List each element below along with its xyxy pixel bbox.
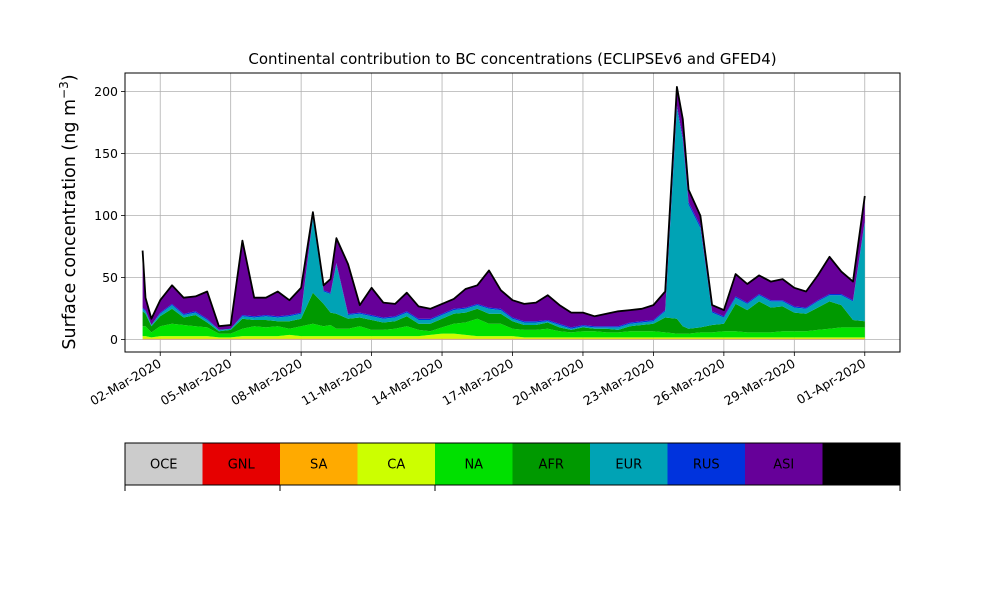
legend-frame	[124, 442, 901, 486]
x-tick-label: 29-Mar-2020	[721, 356, 797, 409]
x-tick-label: 20-Mar-2020	[510, 356, 586, 409]
x-tick-label: 17-Mar-2020	[440, 356, 516, 409]
legend-swatch-gnl	[202, 443, 280, 485]
x-tick-label: 14-Mar-2020	[369, 356, 445, 409]
legend-colorbar: OCE GNL SA CA NA AFR EUR RUS ASI AUS	[124, 442, 901, 491]
x-tick-label: 23-Mar-2020	[581, 356, 657, 409]
x-tick-label: 02-Mar-2020	[87, 356, 163, 409]
x-tick-label: 01-Apr-2020	[794, 356, 868, 408]
x-tick-label: 05-Mar-2020	[158, 356, 234, 409]
area-series-na	[142, 318, 865, 338]
stacked-area-layer	[141, 86, 866, 340]
area-series-sa	[142, 338, 865, 340]
x-tick-label: 08-Mar-2020	[228, 356, 304, 409]
y-axis-title-suffix: )	[60, 74, 80, 81]
legend-swatch-sa	[280, 443, 358, 485]
legend-swatch-eur	[590, 443, 668, 485]
y-tick-label: 50	[102, 270, 118, 285]
y-axis-title-main: Surface concentration (ng m	[60, 99, 80, 350]
y-tick-label: 0	[110, 332, 118, 347]
total-outline-line	[141, 86, 866, 328]
legend-swatch-afr	[512, 443, 590, 485]
y-tick-label: 150	[94, 146, 118, 161]
legend-label-sa: SA	[310, 458, 327, 473]
y-tick-label: 200	[94, 84, 118, 99]
legend-label-aus: AUS	[848, 458, 875, 473]
legend-label-eur: EUR	[615, 458, 642, 473]
legend-label-ca: CA	[387, 458, 405, 473]
legend-swatch-na	[435, 443, 513, 485]
y-axis-title: Surface concentration (ng m−3)	[57, 74, 80, 349]
legend-label-gnl: GNL	[228, 458, 256, 473]
legend-label-oce: OCE	[150, 458, 178, 473]
legend-label-asi: ASI	[773, 458, 794, 473]
legend-swatch-oce	[125, 443, 203, 485]
legend-swatch-ca	[357, 443, 435, 485]
legend-swatch-asi	[745, 443, 823, 485]
legend-swatch-aus	[822, 443, 900, 485]
chart-title: Continental contribution to BC concentra…	[248, 50, 776, 68]
y-tick-label: 100	[94, 208, 118, 223]
legend-label-afr: AFR	[539, 458, 564, 473]
y-tick-layer: 0 50 100 150 200	[94, 84, 125, 347]
x-tick-layer: 02-Mar-202005-Mar-202008-Mar-202011-Mar-…	[87, 352, 868, 408]
x-tick-label: 11-Mar-2020	[299, 356, 375, 409]
y-axis-title-exponent: −3	[57, 81, 71, 99]
legend-swatch-rus	[667, 443, 745, 485]
area-series-eur	[142, 108, 865, 332]
area-series-afr	[142, 292, 865, 334]
legend-label-rus: RUS	[693, 458, 720, 473]
legend-label-na: NA	[464, 458, 483, 473]
x-tick-label: 26-Mar-2020	[651, 356, 727, 409]
